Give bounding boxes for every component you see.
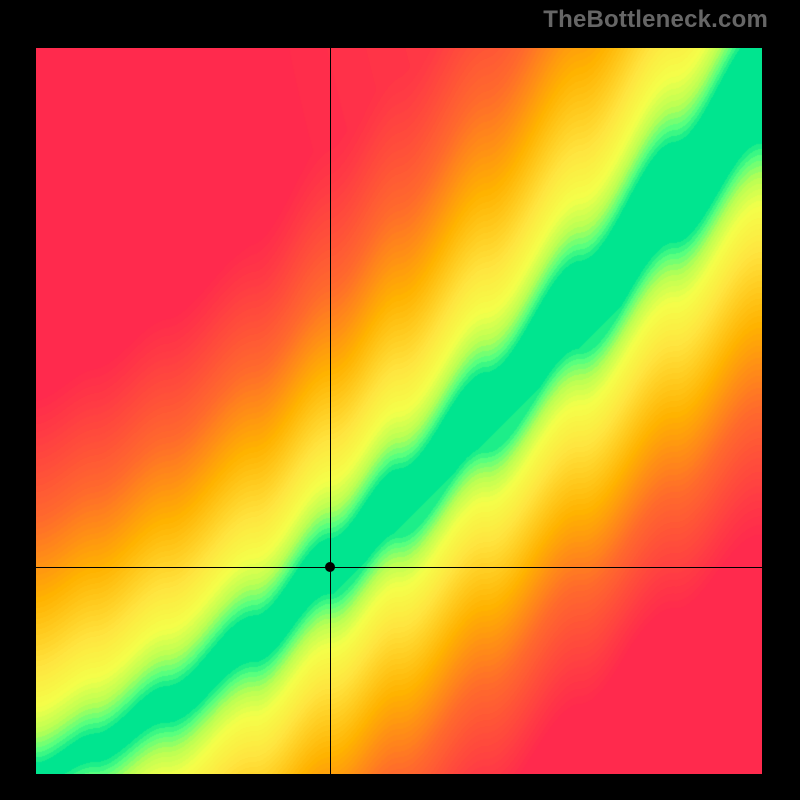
plot-frame (32, 44, 766, 778)
chart-container: TheBottleneck.com (0, 0, 800, 800)
plot-area (36, 48, 762, 774)
crosshair-horizontal (36, 567, 762, 568)
crosshair-vertical (330, 48, 331, 774)
watermark-text: TheBottleneck.com (543, 6, 768, 34)
heatmap-canvas (36, 48, 762, 774)
crosshair-marker (325, 562, 335, 572)
